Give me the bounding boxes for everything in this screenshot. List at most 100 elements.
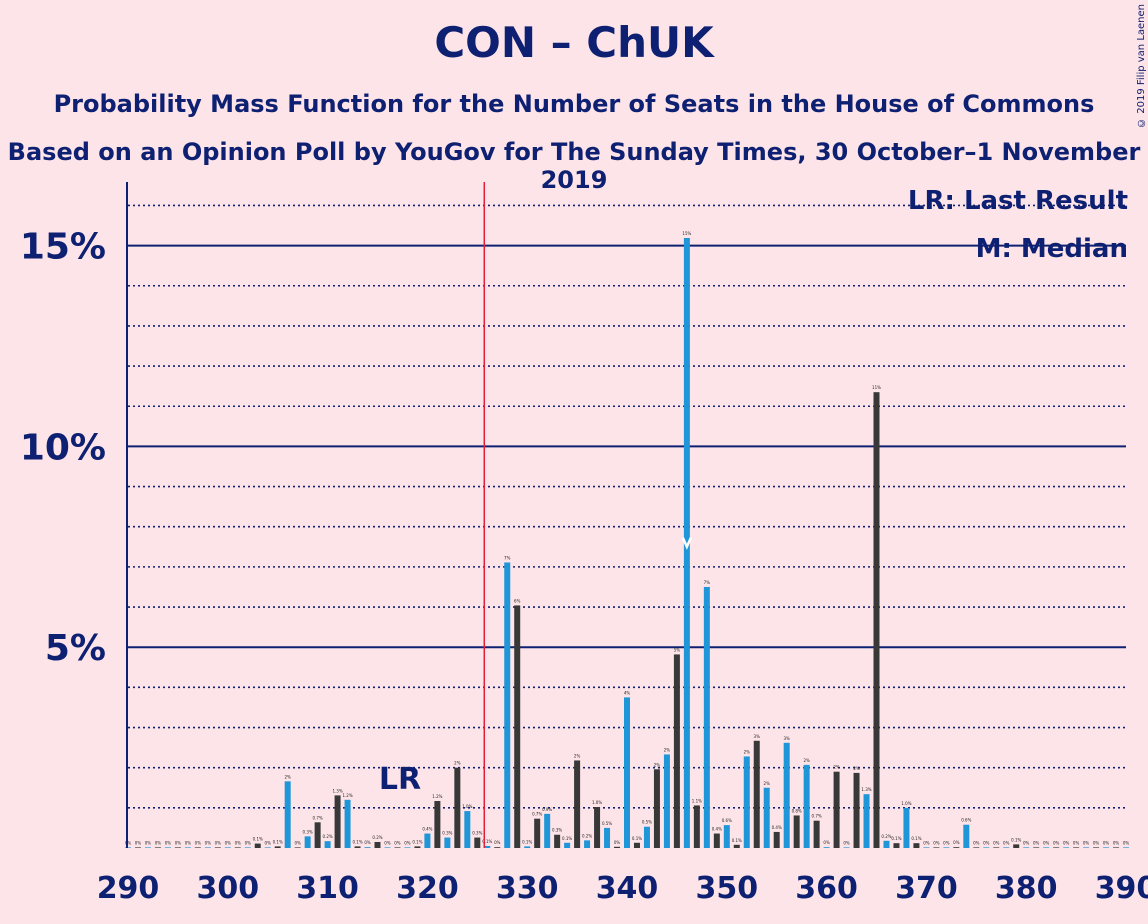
- bar-label-364: 1.3%: [861, 787, 871, 792]
- bar-label-375: 0%: [973, 840, 980, 845]
- bar-value-labels: 0%0%0%0%0%0%0%0%0%0%0%0%0%0.1%0%0.1%2%0%…: [125, 231, 1130, 845]
- bar-359: [813, 820, 820, 848]
- bar-label-377: 0%: [993, 840, 1000, 845]
- bar-360: [823, 847, 830, 848]
- bar-304: [264, 847, 271, 848]
- bar-label-342: 0.5%: [642, 820, 652, 825]
- bar-label-338: 0.5%: [602, 821, 612, 826]
- bar-390: [1123, 847, 1129, 848]
- bar-384: [1063, 847, 1070, 848]
- x-tick-350: 350: [695, 871, 758, 906]
- bar-295: [174, 847, 181, 848]
- x-tick-390: 390: [1095, 871, 1148, 906]
- bar-label-319: 0.1%: [412, 839, 422, 844]
- bar-343: [653, 769, 660, 848]
- bar-301: [234, 847, 241, 848]
- bar-345: [673, 654, 680, 848]
- bar-363: [853, 772, 860, 848]
- bar-339: [614, 846, 621, 848]
- bar-306: [284, 781, 291, 848]
- bar-label-343: 2%: [654, 762, 661, 767]
- bar-label-303: 0.1%: [253, 837, 263, 842]
- last-result-label: LR: [379, 762, 421, 797]
- bar-354: [763, 787, 770, 848]
- bar-label-339: 0%: [614, 840, 621, 845]
- median-marker: [681, 537, 693, 550]
- bar-300: [224, 847, 231, 848]
- bar-label-361: 2%: [833, 765, 840, 770]
- bar-label-366: 0.2%: [881, 834, 891, 839]
- bar-310: [324, 841, 331, 848]
- bar-label-325: 0.3%: [472, 831, 482, 836]
- bar-label-310: 0.2%: [323, 834, 333, 839]
- bar-324: [464, 811, 471, 848]
- bar-label-323: 2%: [454, 761, 461, 766]
- bar-307: [294, 847, 301, 848]
- bar-label-300: 0%: [225, 840, 232, 845]
- bar-370: [923, 847, 930, 848]
- bar-319: [414, 846, 421, 848]
- bar-327: [494, 847, 501, 848]
- bar-label-312: 1.2%: [342, 793, 352, 798]
- bar-label-327: 0%: [494, 840, 501, 845]
- bar-387: [1093, 847, 1100, 848]
- bar-296: [184, 847, 191, 848]
- bar-348: [703, 586, 710, 848]
- bar-label-381: 0%: [1033, 840, 1040, 845]
- legend-last-result: LR: Last Result: [908, 186, 1128, 216]
- bar-label-334: 0.1%: [562, 836, 572, 841]
- bar-label-373: 0%: [953, 840, 960, 845]
- bar-336: [584, 840, 591, 848]
- bar-label-347: 1.1%: [692, 798, 702, 803]
- bar-297: [194, 847, 201, 848]
- bar-302: [244, 847, 251, 848]
- bar-338: [604, 827, 611, 848]
- bar-351: [733, 844, 740, 848]
- bar-label-295: 0%: [175, 840, 182, 845]
- bar-330: [524, 846, 531, 848]
- bar-376: [983, 847, 990, 848]
- bar-label-352: 2%: [744, 749, 751, 754]
- bar-292: [144, 847, 151, 848]
- bar-380: [1023, 847, 1030, 848]
- bar-label-322: 0.3%: [442, 831, 452, 836]
- bar-label-326: 0.1%: [482, 839, 492, 844]
- bar-label-370: 0%: [923, 840, 930, 845]
- bar-label-353: 3%: [754, 734, 761, 739]
- bar-label-340: 4%: [624, 690, 631, 695]
- bar-label-321: 1.2%: [432, 794, 442, 799]
- x-tick-290: 290: [97, 871, 160, 906]
- y-tick-5%: 5%: [45, 628, 106, 669]
- bar-356: [783, 742, 790, 848]
- bar-label-388: 0%: [1103, 840, 1110, 845]
- x-tick-330: 330: [496, 871, 559, 906]
- bar-328: [504, 562, 511, 848]
- bar-label-355: 0.4%: [772, 825, 782, 830]
- bar-340: [624, 697, 630, 848]
- bar-344: [663, 754, 670, 848]
- bar-label-317: 0%: [394, 840, 401, 845]
- bar-label-336: 0.2%: [582, 833, 592, 838]
- bar-label-348: 7%: [704, 580, 711, 585]
- bar-371: [933, 847, 940, 848]
- bar-372: [943, 847, 950, 848]
- bar-label-330: 0.1%: [522, 839, 532, 844]
- bar-label-368: 1.0%: [901, 801, 911, 806]
- bar-294: [164, 847, 171, 848]
- bar-331: [534, 818, 541, 848]
- bar-label-359: 0.7%: [812, 814, 822, 819]
- bar-label-307: 0%: [294, 840, 301, 845]
- bar-352: [743, 756, 750, 848]
- bar-label-329: 6%: [514, 598, 521, 603]
- bar-321: [434, 801, 441, 848]
- bar-label-378: 0%: [1003, 840, 1010, 845]
- bar-label-382: 0%: [1043, 840, 1050, 845]
- bar-329: [514, 605, 521, 848]
- x-tick-340: 340: [596, 871, 659, 906]
- bar-315: [374, 841, 381, 848]
- grid-lines: [128, 204, 1126, 809]
- bar-label-301: 0%: [235, 840, 242, 845]
- bar-378: [1003, 847, 1010, 848]
- bar-label-383: 0%: [1053, 840, 1060, 845]
- bar-label-374: 0.6%: [961, 818, 971, 823]
